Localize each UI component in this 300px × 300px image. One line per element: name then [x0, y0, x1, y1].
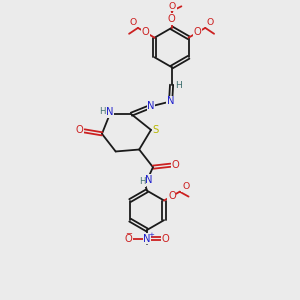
Text: O: O — [76, 125, 83, 135]
Text: +: + — [148, 232, 154, 238]
Text: O: O — [172, 160, 179, 170]
Text: O: O — [169, 2, 176, 11]
Text: S: S — [153, 125, 159, 135]
Text: N: N — [147, 101, 155, 111]
Text: H: H — [175, 81, 182, 90]
Text: H: H — [99, 107, 105, 116]
Text: O: O — [168, 190, 176, 201]
Text: O: O — [124, 234, 132, 244]
Text: O: O — [142, 27, 150, 37]
Text: O: O — [168, 14, 176, 24]
Text: O: O — [194, 27, 201, 37]
Text: O: O — [129, 17, 137, 26]
Text: N: N — [143, 234, 151, 244]
Text: O: O — [162, 234, 170, 244]
Text: H: H — [139, 177, 146, 186]
Text: N: N — [167, 97, 174, 106]
Text: N: N — [145, 175, 153, 185]
Text: −: − — [125, 230, 132, 238]
Text: O: O — [182, 182, 189, 191]
Text: O: O — [206, 17, 214, 26]
Text: N: N — [106, 107, 113, 117]
